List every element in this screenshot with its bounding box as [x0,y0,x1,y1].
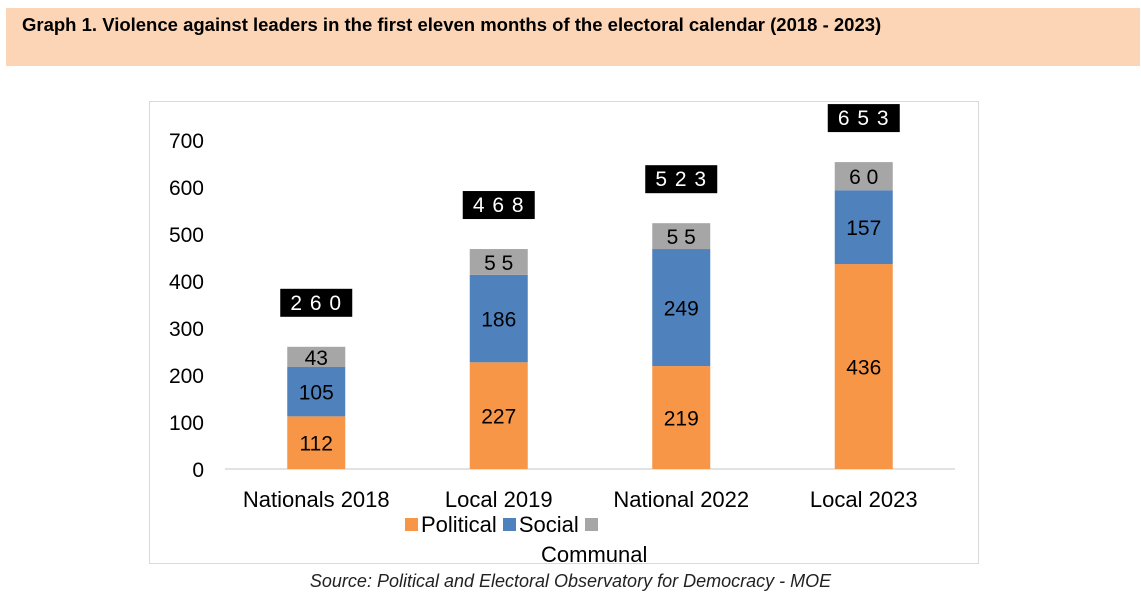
bar-segment-social [652,249,711,367]
data-label-political: 227 [481,406,516,429]
bar-segment-social [469,274,528,363]
data-label-social: 186 [481,309,516,332]
bar-segment-political [469,362,528,469]
legend-label-social: Social [518,512,579,537]
data-label-social: 249 [664,298,699,321]
legend-swatch-communal [584,518,598,531]
data-label-political: 436 [846,357,881,380]
y-tick-label: 700 [169,130,204,153]
data-label-communal: 43 [305,347,328,370]
total-label: 2 6 0 [290,292,342,315]
y-tick-label: 600 [169,177,204,200]
y-tick-label: 200 [169,365,204,388]
legend-swatch-political [405,518,418,531]
legend-item-communal [584,511,601,539]
chart-legend: Political Social Communal [405,511,648,569]
bar-segment-communal [469,249,528,275]
data-label-social: 157 [846,217,881,240]
legend-item-political: Political [405,511,497,539]
total-label-box [645,165,718,194]
legend-item-social: Social [502,511,579,539]
bar-segment-communal [834,162,893,191]
data-label-political: 112 [300,433,333,456]
bar-segment-communal [287,346,346,368]
chart-frame: 0 100 200 300 400 500 600 700 112 105 43 2 6 0 Natio… [149,101,979,567]
data-label-communal: 5 5 [484,252,513,275]
y-tick-label: 500 [169,224,204,247]
legend-label-communal: Communal [541,542,648,567]
bar-segment-political [652,366,711,469]
total-label: 5 2 3 [655,168,707,191]
x-category-label: National 2022 [613,487,749,512]
x-category-label: Nationals 2018 [243,487,390,512]
y-tick-label: 300 [169,318,204,341]
total-label: 4 6 8 [473,194,525,217]
data-label-political: 219 [664,408,699,431]
graph-title: Graph 1. Violence against leaders in the… [22,14,882,35]
data-label-communal: 5 5 [667,226,696,249]
total-label: 6 5 3 [838,107,890,130]
bar-segment-communal [652,223,711,250]
x-category-label: Local 2019 [445,487,553,512]
y-tick-label: 400 [169,271,204,294]
bar-segment-social [834,190,893,265]
chart-source-note: Source: Political and Electoral Observat… [309,571,832,591]
stacked-bar-chart: 0 100 200 300 400 500 600 700 112 105 43 2 6 0 Natio… [169,104,955,512]
legend-label-political: Political [421,512,497,537]
graph-title-banner: Graph 1. Violence against leaders in the… [6,8,1140,66]
data-label-social: 105 [299,382,334,405]
data-label-communal: 6 0 [849,166,878,189]
bar-segment-social [287,367,346,417]
total-label-box [280,288,353,317]
total-label-box [462,191,535,220]
y-tick-label: 100 [169,412,204,435]
x-category-label: Local 2023 [810,487,918,512]
bar-segment-political [287,416,346,469]
legend-swatch-social [502,518,516,531]
y-tick-label: 0 [192,459,204,482]
total-label-box [827,104,900,133]
bar-segment-political [834,264,893,469]
